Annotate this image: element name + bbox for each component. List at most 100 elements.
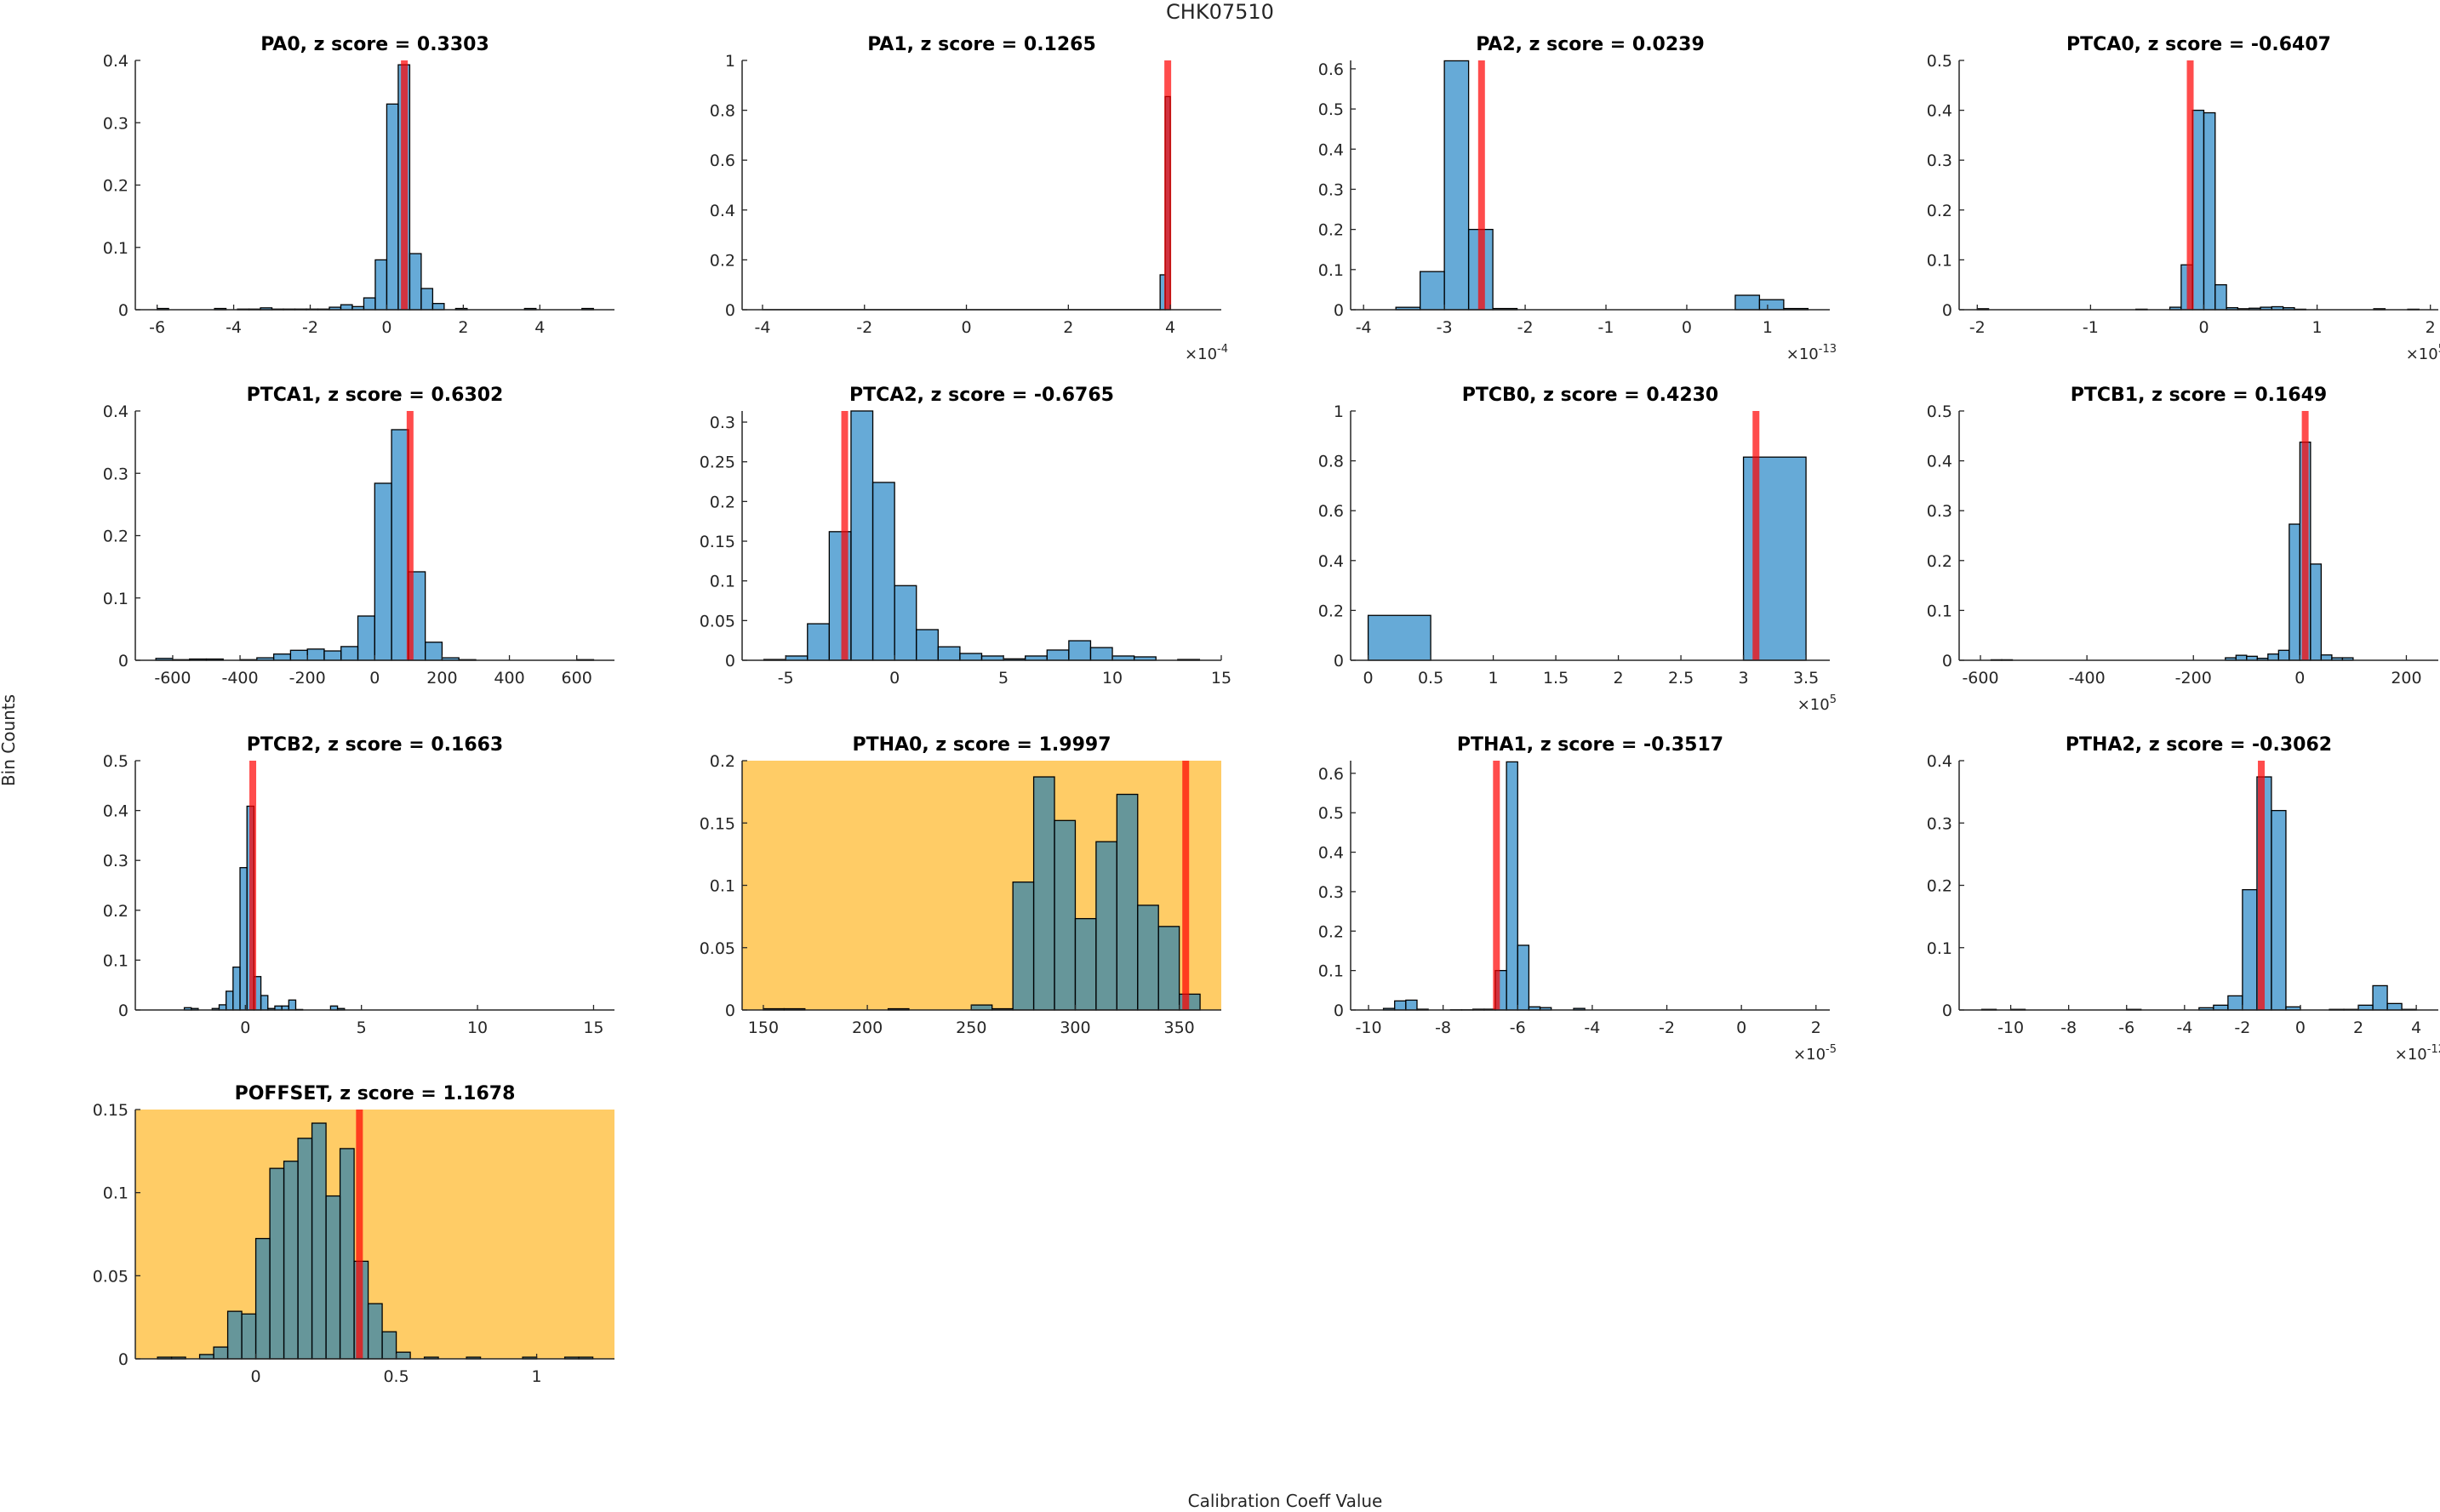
y-tick-label: 0.05 xyxy=(700,612,735,630)
x-tick-label: 200 xyxy=(2391,669,2421,688)
x-tick-label: 2 xyxy=(458,318,468,337)
x-tick-label: 1.5 xyxy=(1543,669,1569,688)
panel-title: PTHA1, z score = -0.3517 xyxy=(1457,734,1723,756)
y-tick-label: 0.4 xyxy=(103,402,129,421)
histogram-bar xyxy=(2320,654,2333,661)
y-tick-label: 0.05 xyxy=(700,939,735,958)
histogram-bar xyxy=(218,1004,227,1011)
y-tick-label: 0.8 xyxy=(710,102,735,121)
histogram-bar xyxy=(288,999,297,1011)
histogram-bar xyxy=(2357,1004,2374,1011)
y-tick-label: 0.2 xyxy=(103,177,129,196)
histogram-panel: 0 0.5 1 0 0.05 0.1 0.15 POFFSET, z score = 1.16… xyxy=(93,1083,614,1386)
y-tick-label: 0.4 xyxy=(103,802,129,821)
y-tick-label: 0.5 xyxy=(1318,100,1344,119)
histogram-bar xyxy=(297,1138,313,1360)
histogram-bar xyxy=(241,1313,257,1360)
y-tick-label: 0.5 xyxy=(1927,402,1952,421)
histogram-panel: -2 -1 0 1 2 0 0.1 0.2 0.3 0.4 0.5 PTCA0, z score = … xyxy=(1927,34,2440,363)
y-tick-label: 0.3 xyxy=(710,414,735,432)
histogram-bar xyxy=(2235,654,2248,661)
histogram-bar xyxy=(1443,60,1470,311)
x-tick-label: -400 xyxy=(221,669,258,688)
panel-title: PTCB2, z score = 0.1663 xyxy=(247,734,504,756)
exponent-power: -12 xyxy=(2427,1043,2440,1056)
x-tick-label: -8 xyxy=(2060,1018,2077,1037)
x-tick-label: 3 xyxy=(1739,669,1749,688)
histogram-bar xyxy=(409,253,422,311)
y-tick-label: 0.2 xyxy=(1927,877,1952,896)
y-tick-label: 0.4 xyxy=(1927,102,1952,121)
histogram-bar xyxy=(367,1303,383,1360)
x-tick-label: -4 xyxy=(2176,1018,2192,1037)
histogram-bar xyxy=(226,1310,243,1360)
y-tick-label: 0.4 xyxy=(1318,844,1344,863)
x-tick-label: 5 xyxy=(357,1018,367,1037)
histogram-panel: -10 -8 -6 -4 -2 0 2 4 0 0.1 0.2 0.3 0.4 PTHA2, z scor… xyxy=(1927,734,2440,1064)
histogram-bar xyxy=(1025,655,1048,661)
y-tick-label: 0 xyxy=(118,1001,129,1020)
y-tick-label: 0.4 xyxy=(1318,140,1344,159)
x-tick-label: 350 xyxy=(1164,1018,1195,1037)
y-tick-label: 0.1 xyxy=(1927,251,1952,270)
y-tick-label: 0 xyxy=(725,1001,735,1020)
y-tick-label: 0.15 xyxy=(700,533,735,551)
current-value-marker xyxy=(1752,411,1760,660)
y-tick-label: 0.1 xyxy=(1318,962,1344,981)
exponent-base: ×10 xyxy=(1185,345,1217,363)
current-value-marker xyxy=(1493,761,1500,1010)
current-value-marker xyxy=(1164,60,1172,310)
panel-title: PTCA2, z score = -0.6765 xyxy=(849,385,1114,406)
x-tick-label: 2.5 xyxy=(1668,669,1694,688)
x-tick-label: 1 xyxy=(1763,318,1773,337)
x-tick-label: -8 xyxy=(1435,1018,1451,1037)
y-tick-label: 0.2 xyxy=(1927,552,1952,571)
histogram-bar xyxy=(1089,647,1113,661)
x-tick-label: 150 xyxy=(748,1018,779,1037)
current-value-marker xyxy=(841,411,849,660)
y-tick-label: 0.6 xyxy=(1318,502,1344,521)
x-tick-label: -5 xyxy=(778,669,794,688)
x-tick-label: -6 xyxy=(2118,1018,2134,1037)
histogram-panel: 0 5 10 15 0 0.1 0.2 0.3 0.4 0.5 PTCB2, z score = 0… xyxy=(103,734,614,1037)
y-tick-label: 0.1 xyxy=(103,590,129,608)
histogram-bar xyxy=(357,615,375,661)
histogram-bar xyxy=(239,867,248,1011)
current-value-marker xyxy=(406,411,414,660)
x-tick-label: 4 xyxy=(534,318,545,337)
histogram-bar xyxy=(937,646,961,661)
histogram-bar xyxy=(1032,776,1055,1011)
histogram-bar xyxy=(850,410,874,661)
histogram-bar xyxy=(232,966,241,1011)
x-tick-label: 0 xyxy=(2198,318,2209,337)
y-tick-label: 0.4 xyxy=(1927,752,1952,771)
x-tick-label: -4 xyxy=(754,318,770,337)
histogram-bar xyxy=(213,1346,229,1360)
histogram-bar xyxy=(2310,563,2323,661)
y-tick-label: 0.2 xyxy=(710,493,735,511)
y-tick-label: 0 xyxy=(725,301,735,320)
exponent-power: 5 xyxy=(2438,343,2440,356)
x-tick-label: 250 xyxy=(956,1018,986,1037)
x-tick-label: -2 xyxy=(1969,318,1986,337)
x-tick-label: 0 xyxy=(381,318,391,337)
histogram-bar xyxy=(1012,882,1035,1011)
x-tick-label: -200 xyxy=(2175,669,2212,688)
histogram-bar xyxy=(325,1195,341,1360)
x-tick-label: 200 xyxy=(426,669,457,688)
x-tick-label: -400 xyxy=(2069,669,2106,688)
histogram-bar xyxy=(2277,649,2290,661)
x-tick-label: 10 xyxy=(1102,669,1123,688)
current-value-marker xyxy=(2186,60,2194,310)
histogram-bar xyxy=(391,429,409,661)
histogram-bar xyxy=(1074,917,1097,1011)
x-tick-label: -1 xyxy=(2083,318,2099,337)
histogram-bar xyxy=(2227,995,2243,1011)
histogram-bar xyxy=(1054,819,1077,1011)
exponent-power: -4 xyxy=(1217,343,1228,356)
y-tick-label: 0.15 xyxy=(93,1101,129,1120)
histogram-bar xyxy=(226,990,234,1011)
panel-title: PTCA1, z score = 0.6302 xyxy=(247,385,504,406)
y-tick-label: 0.05 xyxy=(93,1267,129,1286)
